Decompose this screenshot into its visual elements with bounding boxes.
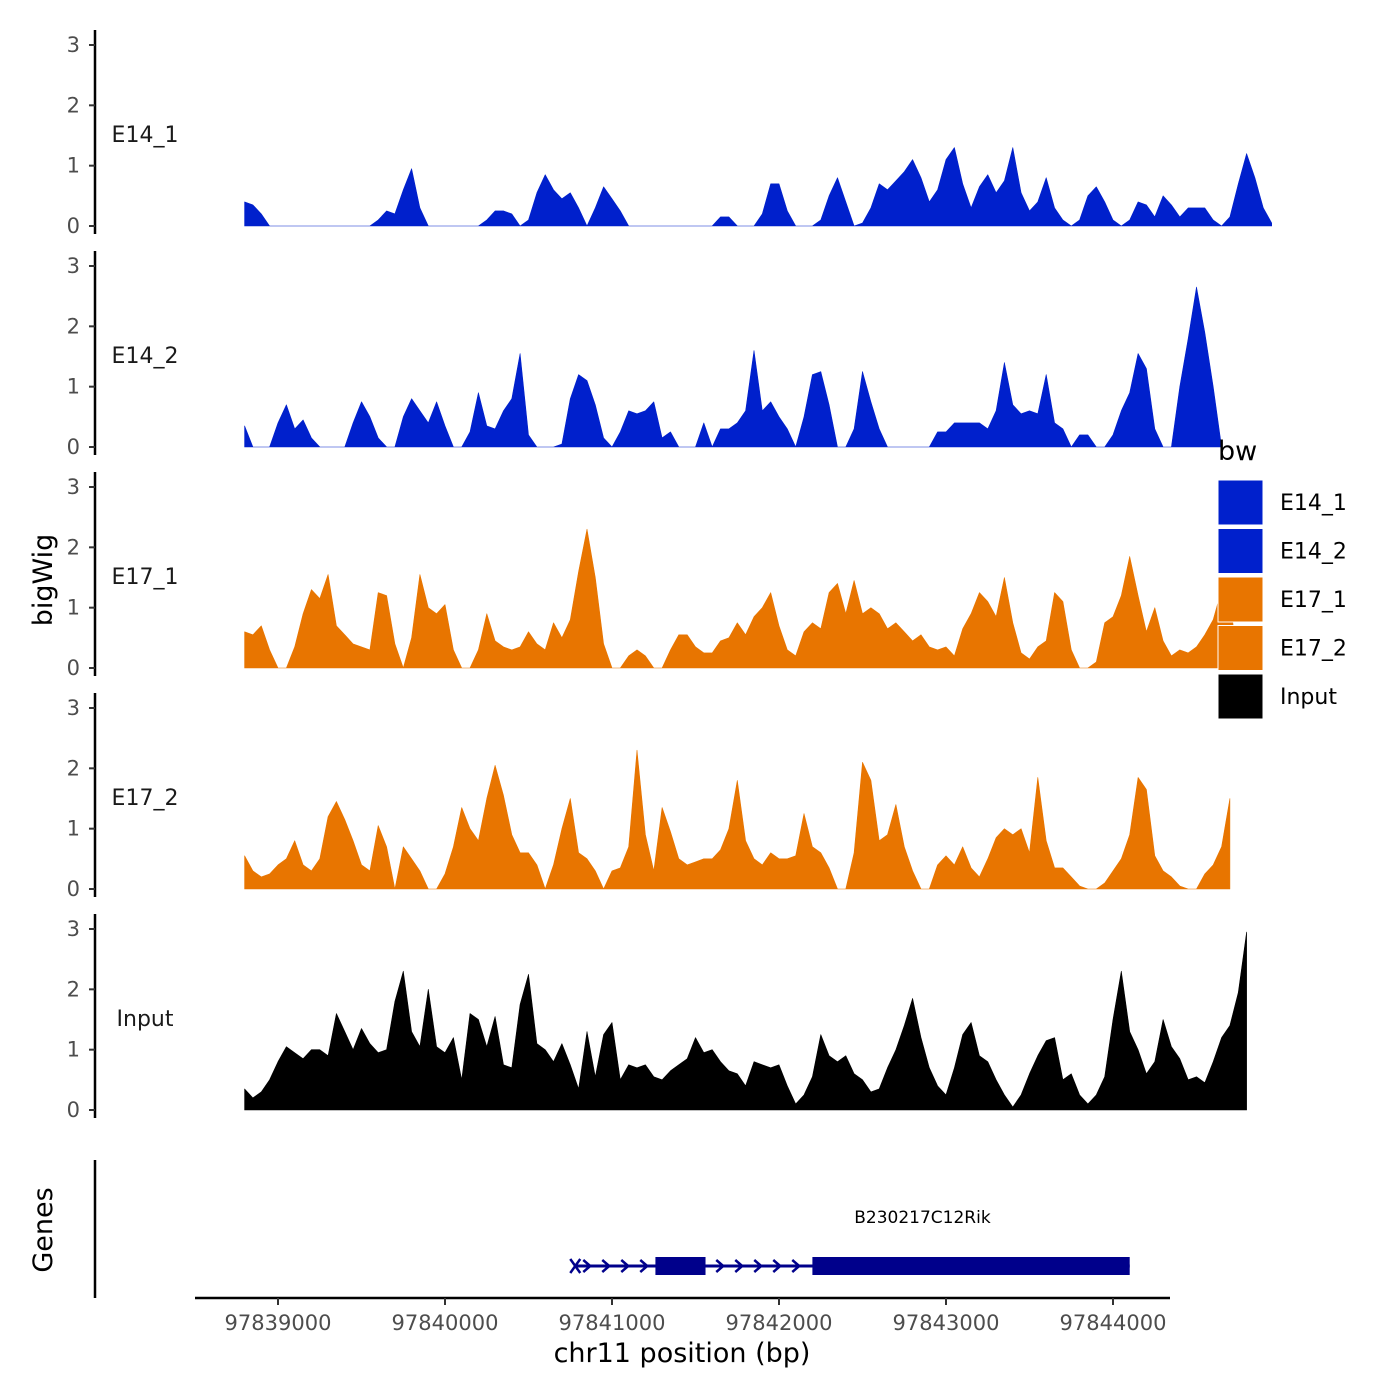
legend-swatch-E14_2 [1217,528,1264,574]
y-tick-label-E17_2: 1 [67,817,80,841]
y-tick-label-Input: 0 [67,1098,80,1122]
y-tick-label-E17_2: 2 [67,756,80,780]
y-tick-label-E17_1: 1 [67,596,80,620]
strand-arrow [772,1259,783,1273]
gene-start-mark [569,1258,582,1274]
y-tick-label-Input: 2 [67,977,80,1001]
track-label-E17_1: E17_1 [112,565,179,590]
legend-label-E14_2: E14_2 [1280,540,1347,565]
legend-title: bw [1218,436,1257,467]
exon-1 [655,1257,706,1275]
area-E17_1 [244,528,1239,669]
gene-track: Genes B230217C12Rik [28,1160,1130,1298]
x-tick-label: 97840000 [392,1311,499,1335]
gene-name-label: B230217C12Rik [854,1208,991,1228]
legend-swatch-E17_2 [1217,625,1264,671]
strand-arrow [620,1259,631,1273]
y-tick-label-Input: 3 [67,917,80,941]
strand-arrow [715,1259,726,1273]
y-tick-label-E14_2: 1 [67,375,80,399]
y-tick-label-E14_2: 2 [67,314,80,338]
x-tick-label: 97839000 [225,1311,332,1335]
legend-swatch-E14_1 [1217,479,1264,526]
y-tick-label-E14_1: 3 [67,33,80,57]
x-tick-label: 97841000 [559,1311,666,1335]
area-Input [244,931,1247,1111]
x-tick-label: 97842000 [726,1311,833,1335]
y-tick-label-E17_1: 2 [67,535,80,559]
y-tick-label-E14_1: 2 [67,93,80,117]
gene-track-title: Genes [28,1187,59,1272]
y-tick-label-E14_2: 0 [67,435,80,459]
legend-swatch-Input [1217,673,1264,720]
strand-arrow [791,1259,802,1273]
x-tick-label: 97844000 [1060,1311,1167,1335]
y-axis-title: bigWig [28,534,59,627]
signal-tracks: 0 1 2 3 E14_1 0 1 2 3 E14_2 0 1 2 3 E17_1 0 1 2 3 E17_2 0 1 2 3… [67,30,1272,1122]
y-tick-label-E14_1: 1 [67,154,80,178]
y-tick-label-E14_1: 0 [67,214,80,238]
track-label-E14_2: E14_2 [112,344,179,369]
y-tick-label-E17_2: 3 [67,696,80,720]
track-E14_2: 0 1 2 3 E14_2 [67,251,1222,459]
area-E14_1 [244,147,1272,227]
track-E17_2: 0 1 2 3 E17_2 [67,693,1231,901]
strand-arrow [753,1259,764,1273]
strand-arrow [601,1259,612,1273]
track-E17_1: 0 1 2 3 E17_1 [67,472,1239,680]
y-tick-label-E17_1: 3 [67,475,80,499]
strand-arrow [734,1259,745,1273]
strand-arrow [639,1259,650,1273]
legend: bw E14_1 E14_2 E17_1 E17_2 Input [1217,436,1347,720]
area-E14_2 [244,286,1222,448]
track-label-E17_2: E17_2 [112,786,179,811]
legend-label-E17_2: E17_2 [1280,637,1347,662]
track-Input: 0 1 2 3 Input [67,914,1247,1122]
legend-swatch-E17_1 [1217,576,1264,623]
legend-label-Input: Input [1280,685,1337,710]
x-axis-title: chr11 position (bp) [554,1338,811,1369]
exon-2 [812,1257,1130,1275]
track-label-Input: Input [117,1007,174,1032]
x-tick-label: 97843000 [893,1311,1000,1335]
x-axis: 97839000 97840000 97841000 97842000 97843000… [195,1296,1170,1335]
strand-arrow [582,1259,593,1273]
y-tick-label-E17_1: 0 [67,656,80,680]
legend-label-E17_1: E17_1 [1280,588,1347,613]
track-E14_1: 0 1 2 3 E14_1 [67,30,1272,238]
y-tick-label-Input: 1 [67,1038,80,1062]
y-tick-label-E17_2: 0 [67,877,80,901]
track-label-E14_1: E14_1 [112,123,179,148]
legend-label-E14_1: E14_1 [1280,491,1347,516]
y-tick-label-E14_2: 3 [67,254,80,278]
area-E17_2 [244,749,1231,890]
